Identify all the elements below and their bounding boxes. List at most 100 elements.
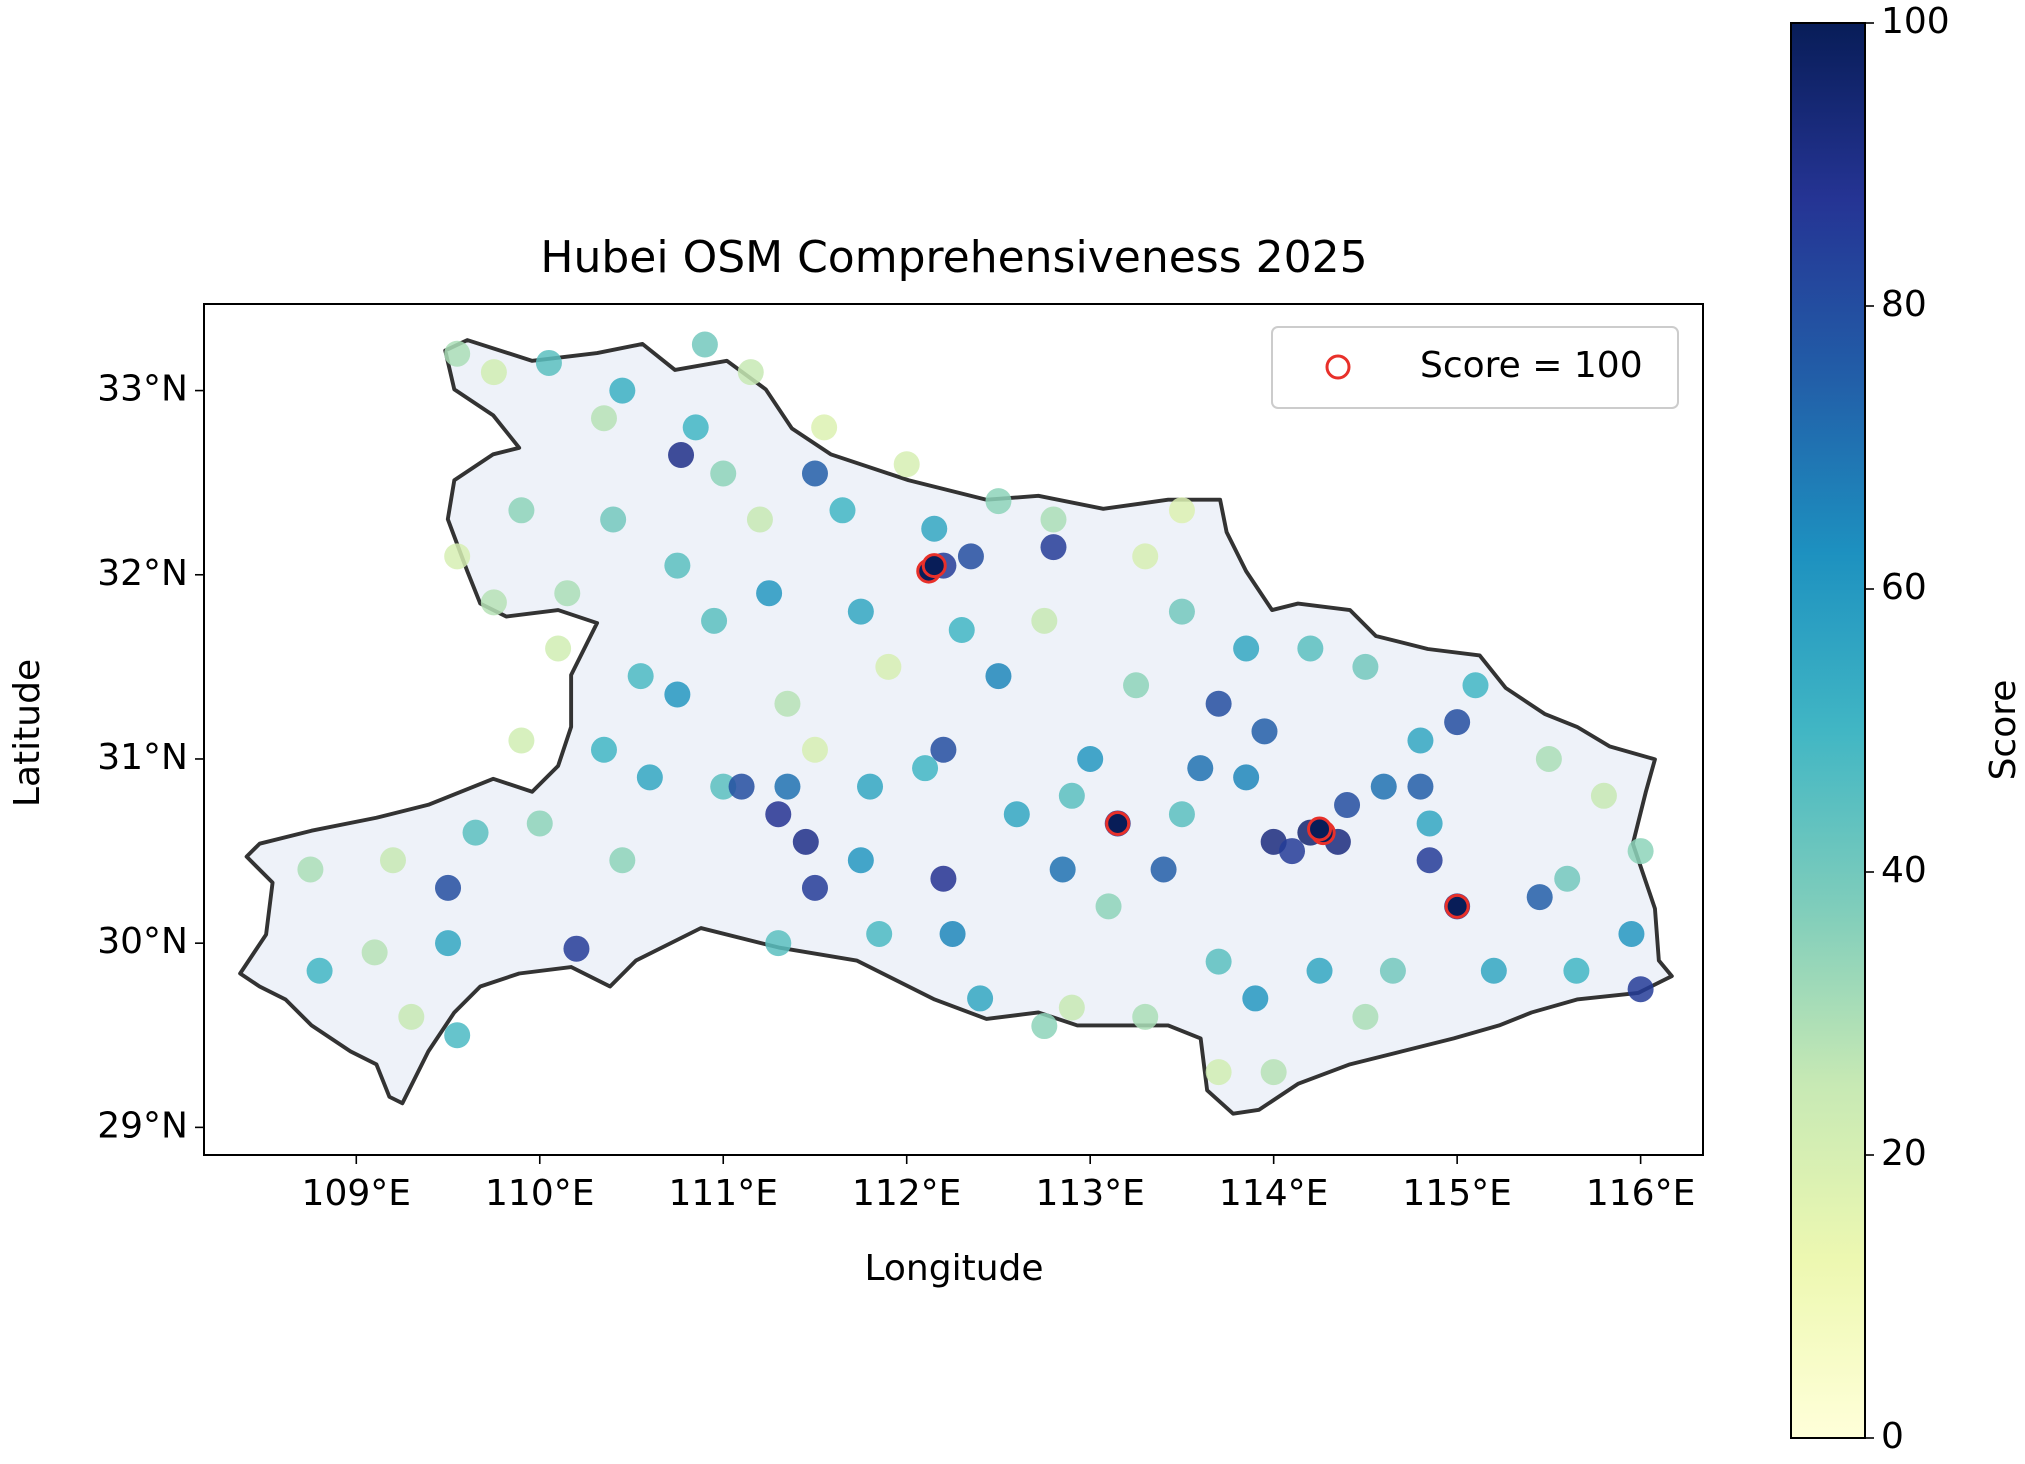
point bbox=[1554, 865, 1581, 892]
point bbox=[765, 801, 792, 828]
axes-frame bbox=[203, 303, 1704, 1156]
point bbox=[1627, 838, 1654, 865]
point bbox=[297, 856, 324, 883]
point bbox=[1379, 957, 1406, 984]
point bbox=[792, 828, 819, 855]
point bbox=[801, 736, 828, 763]
point bbox=[1095, 893, 1122, 920]
point bbox=[691, 331, 718, 358]
colorbar-tick-label: 40 bbox=[1881, 850, 1927, 891]
point bbox=[728, 773, 755, 800]
colorbar-tick-label: 20 bbox=[1881, 1133, 1927, 1174]
point bbox=[1627, 976, 1654, 1003]
point bbox=[985, 663, 1012, 690]
point bbox=[1590, 782, 1617, 809]
point bbox=[957, 543, 984, 570]
point bbox=[480, 589, 507, 616]
point bbox=[1526, 884, 1553, 911]
point bbox=[590, 736, 617, 763]
point bbox=[866, 920, 893, 947]
point bbox=[508, 497, 535, 524]
point bbox=[398, 1003, 425, 1030]
legend-marker bbox=[1325, 354, 1351, 380]
colorbar-tick-label: 0 bbox=[1881, 1416, 1904, 1457]
point bbox=[1297, 635, 1324, 662]
point bbox=[1352, 653, 1379, 680]
legend-label: Score = 100 bbox=[1420, 345, 1643, 386]
point bbox=[1480, 957, 1507, 984]
y-tick-label: 31°N bbox=[97, 737, 188, 778]
point bbox=[985, 488, 1012, 515]
point bbox=[1040, 534, 1067, 561]
x-tick-label: 112°E bbox=[852, 1173, 961, 1214]
point bbox=[1242, 985, 1269, 1012]
point bbox=[1205, 948, 1232, 975]
point bbox=[444, 1022, 471, 1049]
point bbox=[1058, 782, 1085, 809]
point bbox=[1040, 506, 1067, 533]
colorbar-label: Score bbox=[1983, 680, 2024, 781]
point bbox=[1031, 1013, 1058, 1040]
point bbox=[1251, 718, 1278, 745]
x-tick-label: 109°E bbox=[302, 1173, 411, 1214]
highlight-point bbox=[1105, 810, 1131, 836]
point bbox=[1031, 607, 1058, 634]
point bbox=[1260, 1059, 1287, 1086]
point bbox=[627, 663, 654, 690]
y-tick-label: 30°N bbox=[97, 921, 188, 962]
point bbox=[1132, 543, 1159, 570]
point bbox=[1168, 497, 1195, 524]
colorbar-tick-label: 60 bbox=[1881, 567, 1927, 608]
point bbox=[361, 939, 388, 966]
point bbox=[930, 736, 957, 763]
point bbox=[1233, 764, 1260, 791]
y-tick-label: 32°N bbox=[97, 553, 188, 594]
point bbox=[710, 773, 737, 800]
point bbox=[1416, 847, 1443, 874]
point bbox=[664, 552, 691, 579]
point bbox=[306, 957, 333, 984]
point bbox=[847, 598, 874, 625]
point bbox=[1370, 773, 1397, 800]
point bbox=[480, 359, 507, 386]
point bbox=[1407, 773, 1434, 800]
point bbox=[682, 414, 709, 441]
point bbox=[1233, 635, 1260, 662]
point bbox=[811, 414, 838, 441]
point bbox=[668, 442, 695, 469]
colorbar-tick-label: 80 bbox=[1881, 284, 1927, 325]
point bbox=[1306, 957, 1333, 984]
point bbox=[1049, 856, 1076, 883]
point bbox=[590, 405, 617, 432]
point bbox=[967, 985, 994, 1012]
point bbox=[1132, 1003, 1159, 1030]
highlight-point bbox=[921, 553, 947, 579]
point bbox=[1416, 810, 1443, 837]
point bbox=[379, 847, 406, 874]
point bbox=[609, 377, 636, 404]
point bbox=[563, 935, 590, 962]
y-tick-label: 33°N bbox=[97, 369, 188, 410]
point bbox=[857, 773, 884, 800]
point bbox=[462, 819, 489, 846]
point bbox=[1618, 920, 1645, 947]
point bbox=[1352, 1003, 1379, 1030]
point bbox=[930, 865, 957, 892]
point bbox=[1279, 838, 1306, 865]
point bbox=[435, 874, 462, 901]
point bbox=[737, 359, 764, 386]
x-axis-label: Longitude bbox=[864, 1248, 1043, 1289]
y-axis-label: Latitude bbox=[7, 659, 48, 807]
point bbox=[710, 460, 737, 487]
point bbox=[801, 460, 828, 487]
x-tick-label: 110°E bbox=[485, 1173, 594, 1214]
point bbox=[847, 847, 874, 874]
point bbox=[545, 635, 572, 662]
point bbox=[554, 580, 581, 607]
point bbox=[526, 810, 553, 837]
point bbox=[1058, 994, 1085, 1021]
colorbar-tick-label: 100 bbox=[1881, 1, 1950, 42]
point bbox=[444, 340, 471, 367]
point bbox=[444, 543, 471, 570]
